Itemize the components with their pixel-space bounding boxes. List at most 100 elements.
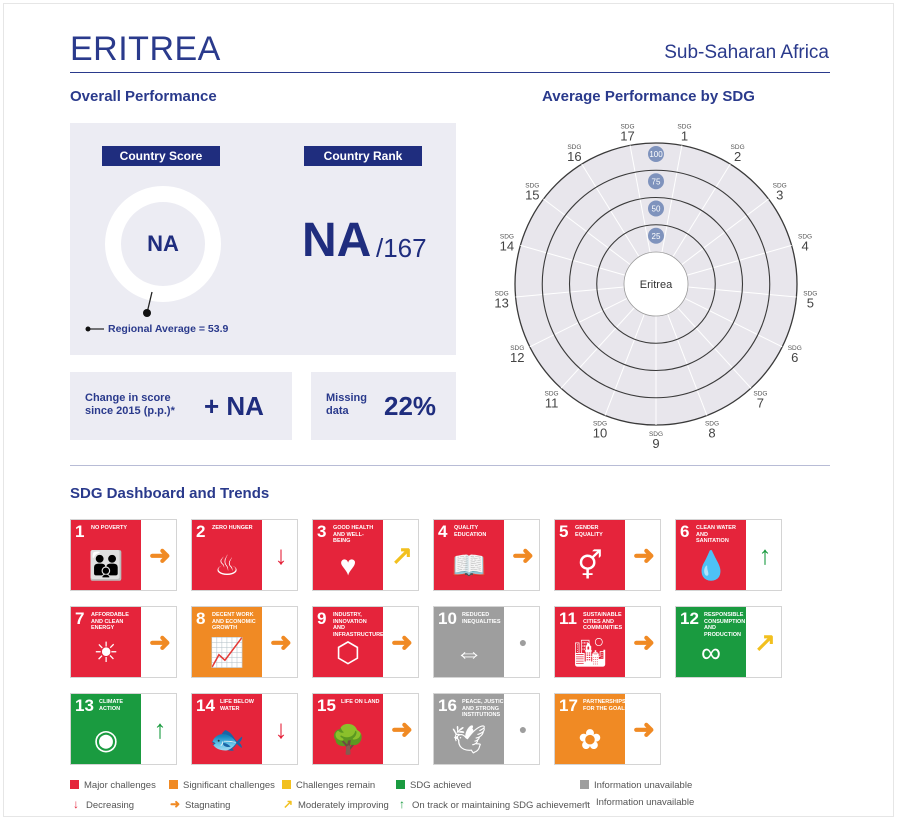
legend-trend-icon: ↗ — [282, 797, 294, 811]
sdg-tile-17: 17 Partnerships for the goals ✿ ➜ — [554, 693, 661, 765]
trend-on-track-icon: ↑ — [153, 714, 167, 744]
sdg-tile-6: 6 Clean water and sanitation 💧 ↑ — [675, 519, 782, 591]
radar-ring — [596, 224, 716, 344]
radar-scale-badge — [648, 227, 664, 244]
sdg-9-rating-square: 9 Industry, innovation and infrastructure… — [313, 607, 384, 677]
sdg-name: Good health and well-being — [333, 525, 374, 544]
radar-scale-label: 50 — [652, 205, 661, 214]
sdg-number: 5 — [559, 522, 569, 541]
radar-axis-prefix: SDG — [753, 391, 767, 398]
legend-rating-item: Significant challenges — [169, 780, 275, 791]
sdg-tile-2: 2 Zero hunger ♨ ↓ — [191, 519, 298, 591]
region-title: Sub-Saharan Africa — [664, 42, 829, 63]
sdg-tile-5: 5 Gender equality ⚥ ➜ — [554, 519, 661, 591]
legend-trend-icon: ➜ — [169, 797, 181, 811]
sdg-tile-12: 12 Responsible consumption and production… — [675, 606, 782, 678]
radar-axis-prefix: SDG — [495, 290, 509, 297]
sdg-tile-4: 4 Quality education 📖 ➜ — [433, 519, 540, 591]
sdg-12-rating-square: 12 Responsible consumption and production… — [676, 607, 746, 677]
sdg-14-rating-square: 14 Life below water 🐟 — [192, 694, 262, 764]
sdg-name: Responsible consumption and production — [704, 612, 746, 638]
sdg-number: 6 — [680, 522, 690, 541]
sdg-name: Clean water and sanitation — [696, 525, 736, 544]
header-divider — [70, 72, 830, 73]
legend-swatch — [580, 780, 589, 789]
radar-axis-label-sdg-11: 11 — [545, 396, 559, 411]
gender-icon: ⚥ — [577, 550, 603, 581]
legend-trend-icon: ↑ — [399, 797, 405, 811]
sdg-number: 11 — [559, 609, 577, 628]
overall-performance-title: Overall Performance — [70, 88, 217, 105]
growth-chart-icon: 📈 — [209, 637, 245, 668]
sdg-number: 7 — [75, 609, 85, 628]
sdg-tile-3: 3 Good health and well-being ♥ ↗ — [312, 519, 419, 591]
sdg-number: 1 — [75, 522, 85, 541]
legend-trend-icon: ● — [583, 800, 589, 807]
sdg-5-rating-square: 5 Gender equality ⚥ — [555, 520, 625, 590]
radar-axis-label-sdg-2: 2 — [734, 149, 741, 164]
sdg-number: 13 — [75, 696, 94, 715]
tree-icon: 🌳 — [330, 724, 366, 755]
legend-label: Information unavailable — [594, 780, 693, 791]
radar-center — [623, 251, 689, 317]
page-frame — [3, 3, 894, 817]
legend-trend-item: ↗ Moderately improving — [282, 797, 389, 811]
trend-stagnating-icon: ➜ — [633, 540, 655, 570]
radar-axis-prefix: SDG — [788, 345, 802, 352]
country-rank-value: NA — [302, 214, 372, 267]
water-glass-icon: 💧 — [693, 550, 729, 581]
trend-decreasing-icon: ↓ — [274, 714, 288, 744]
trend-stagnating-icon: ➜ — [391, 627, 413, 657]
change-label-line1: Change in score — [85, 392, 171, 404]
radar-axis-prefix: SDG — [593, 421, 607, 428]
legend-label: Significant challenges — [183, 780, 275, 791]
trend-stagnating-icon: ➜ — [149, 627, 171, 657]
sdg-number: 2 — [196, 522, 206, 541]
sdg-number: 8 — [196, 609, 206, 628]
family-icon: 👪 — [88, 550, 124, 581]
legend-label: Moderately improving — [298, 800, 389, 811]
radar-title: Average Performance by SDG — [542, 88, 755, 105]
radar-axis-label-sdg-3: 3 — [776, 188, 783, 203]
sdg-8-rating-square: 8 Decent work and economic growth 📈 — [192, 607, 262, 677]
sdg-name: Reduced inequalities — [462, 612, 501, 625]
missing-data-value: 22% — [384, 391, 437, 421]
sdg-name: Decent work and economic growth — [212, 612, 256, 631]
legend-label: SDG achieved — [410, 780, 472, 791]
legend-rating-item: SDG achieved — [396, 780, 471, 791]
radar-axis-label-sdg-10: 10 — [593, 426, 607, 441]
sdg-tile-11: 11 Sustainable cities and communities 🏙 ➜ — [554, 606, 661, 678]
legend-trend-item: ↑ On track or maintaining SDG achievement — [396, 797, 590, 811]
change-label-line2: since 2015 (p.p.)* — [85, 405, 175, 417]
sdg-name: Life on land — [341, 699, 380, 705]
city-icon: 🏙 — [572, 637, 608, 668]
sdg-name: Gender equality — [575, 525, 603, 538]
radar-center-label: Eritrea — [640, 279, 673, 291]
trend-moderately-improving-icon: ↗ — [754, 627, 776, 657]
country-rank-total: /167 — [376, 233, 427, 263]
legend-label: Challenges remain — [296, 780, 376, 791]
sdg-number: 16 — [438, 696, 457, 715]
sdg-17-rating-square: 17 Partnerships for the goals ✿ — [555, 694, 628, 764]
sdg-16-rating-square: 16 Peace, justice and strong institutions… — [434, 694, 507, 764]
change-in-score-box: Change in score since 2015 (p.p.)* + NA — [70, 372, 292, 440]
trend-stagnating-icon: ➜ — [633, 627, 655, 657]
legend-swatch — [282, 780, 291, 789]
sdg-name: No poverty — [91, 525, 128, 531]
legend-label: Stagnating — [185, 800, 231, 811]
infinity-icon: ∞ — [701, 637, 721, 668]
sdg-number: 12 — [680, 609, 699, 628]
sdg-tile-9: 9 Industry, innovation and infrastructure… — [312, 606, 419, 678]
radar-axis-label-sdg-12: 12 — [510, 350, 524, 365]
trend-stagnating-icon: ➜ — [391, 714, 413, 744]
radar-axis-label-sdg-14: 14 — [500, 239, 514, 254]
legend-swatch — [169, 780, 178, 789]
radar-axis-prefix: SDG — [677, 124, 691, 131]
radar-axis-label-sdg-5: 5 — [807, 295, 814, 310]
sdg-tile-8: 8 Decent work and economic growth 📈 ➜ — [191, 606, 298, 678]
sdg-tile-10: 10 Reduced inequalities ⇔ ● — [433, 606, 540, 678]
sdg-radar-chart: Eritrea100755025SDG1SDG2SDG3SDG4SDG5SDG6… — [494, 124, 817, 451]
radar-scale-badge — [648, 173, 664, 190]
radar-scale-label: 75 — [652, 177, 661, 186]
radar-axis-label-sdg-4: 4 — [801, 239, 808, 254]
